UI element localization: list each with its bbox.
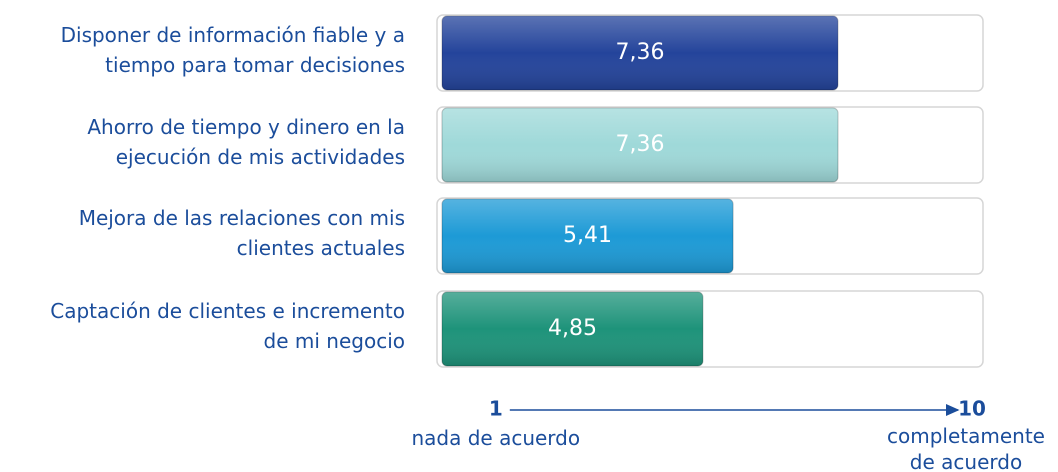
- bar-shine: [442, 292, 703, 366]
- category-label: Disponer de información fiable y a tiemp…: [60, 23, 405, 77]
- bar-shine: [442, 16, 838, 90]
- axis-min-label: nada de acuerdo: [411, 426, 581, 450]
- x-tick-label: 10: [958, 397, 986, 421]
- value-label: 7,36: [615, 132, 664, 157]
- bar-shine: [442, 199, 734, 273]
- value-label: 7,36: [615, 40, 664, 65]
- axis-max-label: completamente de acuerdo: [887, 424, 1045, 472]
- value-label: 5,41: [563, 223, 612, 248]
- category-label: Ahorro de tiempo y dinero en la ejecució…: [87, 115, 405, 169]
- value-label: 4,85: [548, 316, 597, 341]
- category-label: Captación de clientes e incremento de mi…: [50, 299, 405, 353]
- x-tick-label: 1: [489, 397, 503, 421]
- category-label: Mejora de las relaciones con mis cliente…: [78, 206, 405, 260]
- bar-shine: [442, 108, 838, 182]
